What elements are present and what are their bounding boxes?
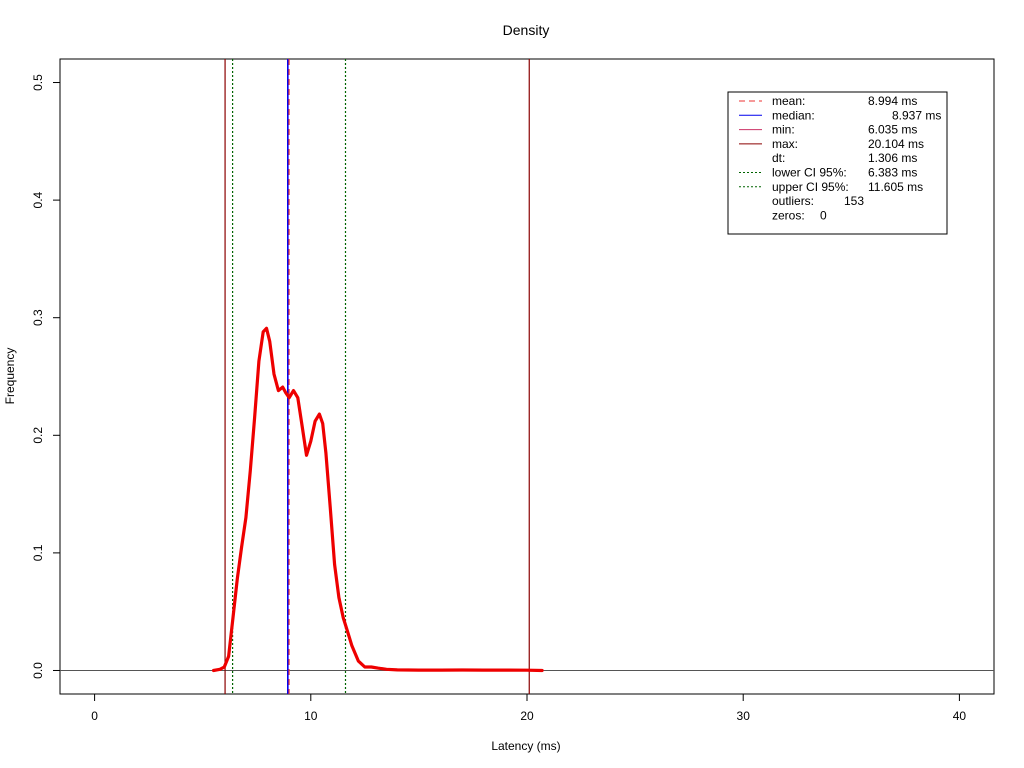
legend-label: zeros:: [772, 208, 805, 222]
y-axis: 0.0 0.1 0.2 0.3 0.4 0.5: [31, 74, 61, 679]
y-tick-label: 0.0: [31, 662, 45, 679]
legend-value: 153: [844, 194, 864, 208]
plot-marks: [60, 59, 994, 694]
legend-value: 20.104 ms: [868, 137, 924, 151]
legend-label: upper CI 95%:: [772, 180, 849, 194]
legend-label: lower CI 95%:: [772, 166, 847, 180]
x-tick-label: 30: [737, 709, 751, 723]
legend: mean: 8.994 ms median: 8.937 ms min: 6.035 ms…: [727, 91, 948, 235]
x-axis-label: Latency (ms): [491, 739, 560, 753]
legend-value: 6.383 ms: [868, 166, 917, 180]
y-tick-label: 0.3: [31, 309, 45, 326]
legend-value: 1.306 ms: [868, 151, 917, 165]
legend-value: 6.035 ms: [868, 123, 917, 137]
legend-label: mean:: [772, 94, 805, 108]
y-tick-label: 0.4: [31, 191, 45, 208]
legend-value: 8.937 ms: [892, 108, 941, 122]
y-axis-label: Frequency: [3, 348, 17, 405]
legend-label: max:: [772, 137, 798, 151]
legend-label: min:: [772, 123, 795, 137]
y-tick-label: 0.2: [31, 427, 45, 444]
x-tick-label: 10: [304, 709, 318, 723]
legend-label: dt:: [772, 151, 785, 165]
legend-label: outliers:: [772, 194, 814, 208]
x-axis: 0 10 20 30 40: [91, 693, 967, 723]
y-tick-label: 0.5: [31, 74, 45, 91]
x-tick-label: 40: [953, 709, 967, 723]
legend-value: 0: [820, 208, 827, 222]
legend-value: 11.605 ms: [868, 180, 923, 194]
x-tick-label: 20: [520, 709, 534, 723]
x-tick-label: 0: [91, 709, 98, 723]
legend-label: median:: [772, 108, 815, 122]
y-tick-label: 0.1: [31, 544, 45, 561]
chart-title: Density: [503, 22, 550, 38]
legend-box: [727, 91, 948, 235]
density-curve: [211, 326, 544, 673]
legend-value: 8.994 ms: [868, 94, 917, 108]
